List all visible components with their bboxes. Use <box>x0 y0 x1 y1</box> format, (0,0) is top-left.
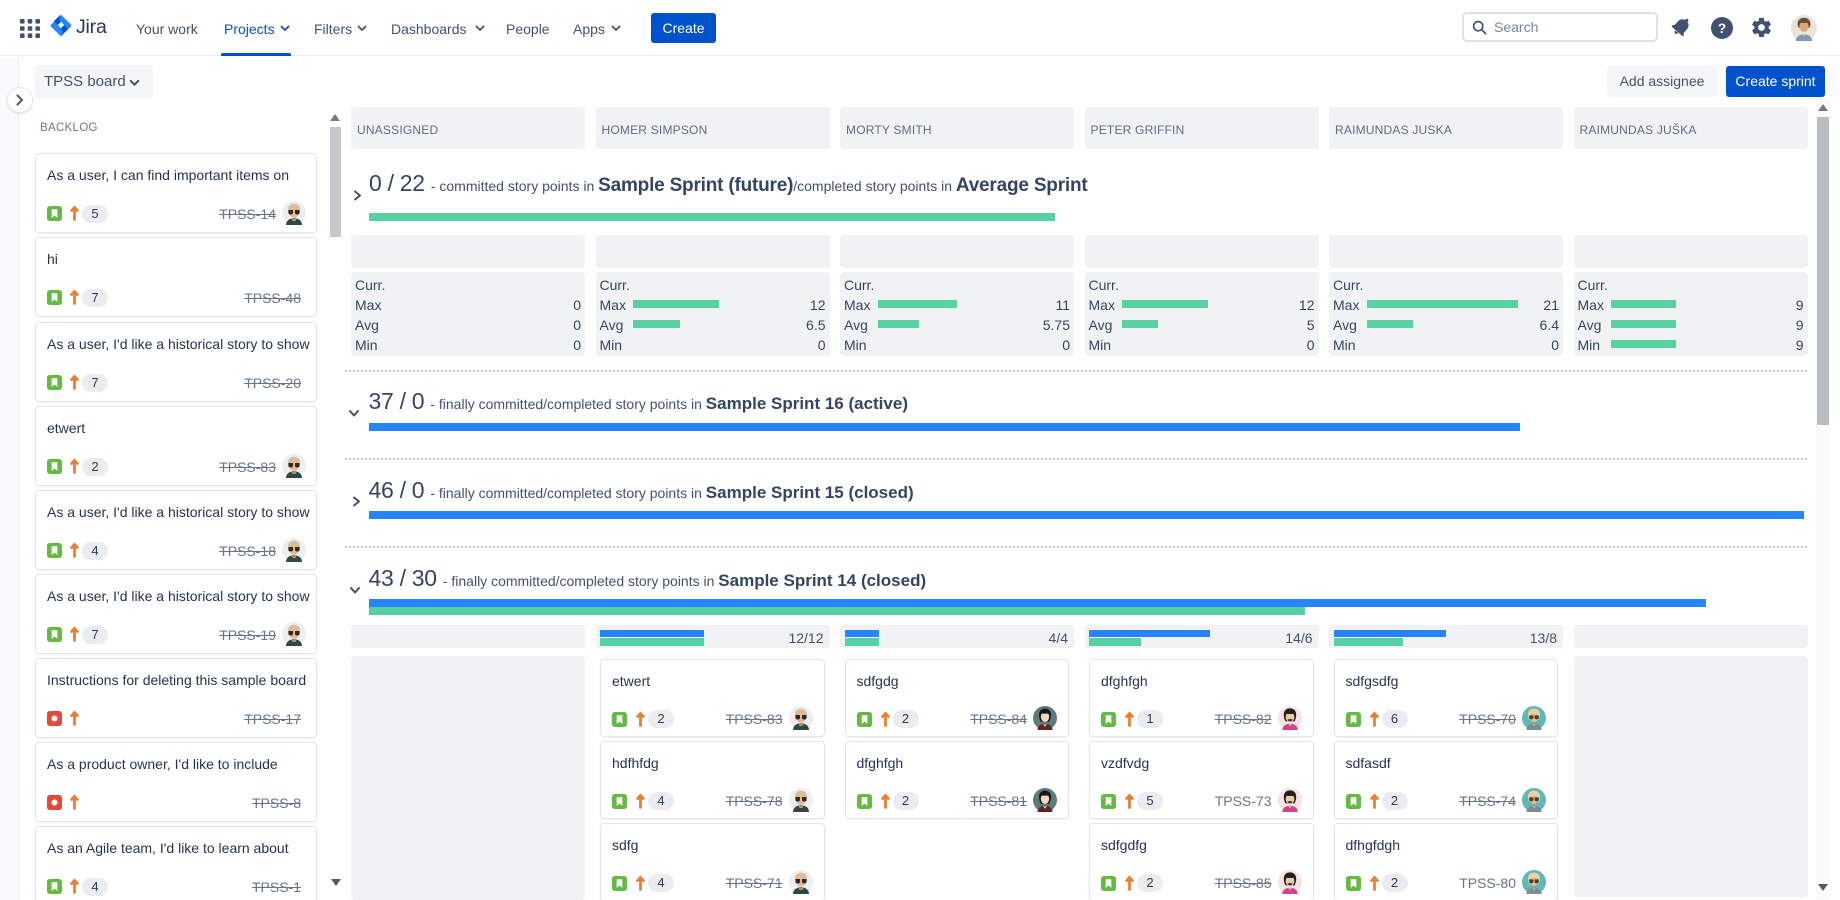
svg-text:?: ? <box>1718 21 1726 36</box>
